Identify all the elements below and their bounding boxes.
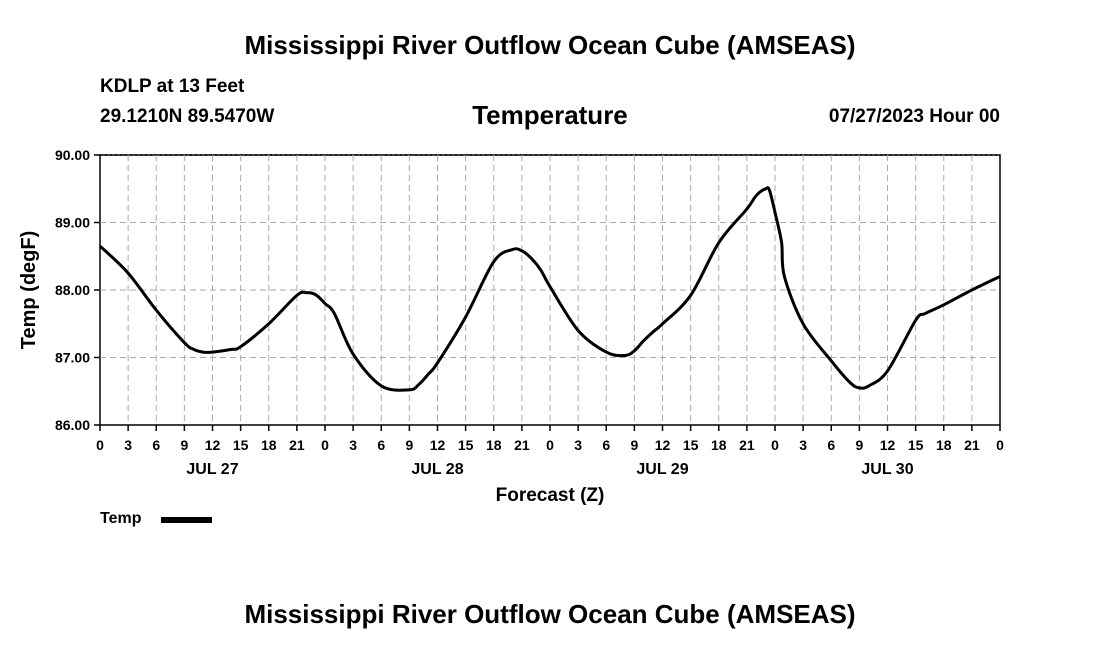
station-label: KDLP at 13 Feet (100, 76, 245, 97)
x-tick-label: 21 (964, 437, 980, 453)
x-tick-label: 15 (683, 437, 699, 453)
y-axis: 86.00 87.00 88.00 89.00 90.00 (55, 147, 100, 433)
legend-swatch (161, 517, 212, 523)
x-tick-label: 9 (180, 437, 188, 453)
x-tick-label: 0 (996, 437, 1004, 453)
x-tick-label: 15 (908, 437, 924, 453)
y-tick-label: 90.00 (55, 147, 90, 163)
y-tick-label: 88.00 (55, 282, 90, 298)
x-tick-label: 21 (514, 437, 530, 453)
x-tick-label: 0 (771, 437, 779, 453)
x-tick-label: 18 (261, 437, 277, 453)
chart-subtitle: Temperature (472, 100, 628, 130)
x-tick-label: 18 (936, 437, 952, 453)
forecast-datetime: 07/27/2023 Hour 00 (828, 106, 1000, 127)
series-line-temp (98, 186, 1001, 392)
y-tick-label: 86.00 (55, 417, 90, 433)
x-axis: 0 3 6 9 12 15 18 21 0 3 6 9 12 15 18 21 0 3 6 9 12 15 18 21 0 3 6 9… (96, 425, 1004, 478)
x-tick-label: 6 (827, 437, 835, 453)
x-tick-label: 0 (96, 437, 104, 453)
x-tick-label: 12 (430, 437, 446, 453)
y-tick-label: 89.00 (55, 215, 90, 231)
x-tick-label: 0 (546, 437, 554, 453)
grid (100, 154, 1000, 425)
coordinates-label: 29.1210N 89.5470W (100, 106, 275, 127)
series-layer (98, 186, 1001, 392)
day-label: JUL 28 (411, 461, 463, 478)
x-tick-label: 3 (349, 437, 357, 453)
x-tick-label: 15 (458, 437, 474, 453)
x-tick-label: 0 (321, 437, 329, 453)
x-tick-label: 3 (124, 437, 132, 453)
x-tick-label: 15 (233, 437, 249, 453)
x-axis-label: Forecast (Z) (496, 485, 605, 506)
day-label: JUL 29 (636, 461, 688, 478)
x-tick-label: 9 (630, 437, 638, 453)
y-axis-label: Temp (degF) (18, 231, 40, 350)
x-tick-label: 18 (486, 437, 502, 453)
x-tick-label: 6 (602, 437, 610, 453)
day-label: JUL 30 (861, 461, 913, 478)
day-label: JUL 27 (186, 461, 238, 478)
legend-label: Temp (100, 510, 142, 527)
x-tick-label: 6 (377, 437, 385, 453)
x-tick-label: 9 (405, 437, 413, 453)
x-tick-label: 9 (855, 437, 863, 453)
x-tick-label: 12 (655, 437, 671, 453)
x-tick-label: 6 (152, 437, 160, 453)
x-tick-label: 3 (799, 437, 807, 453)
x-tick-label: 12 (880, 437, 896, 453)
chart-title: Mississippi River Outflow Ocean Cube (AM… (244, 30, 856, 60)
x-tick-label: 21 (289, 437, 305, 453)
x-tick-label: 3 (574, 437, 582, 453)
x-tick-label: 18 (711, 437, 727, 453)
x-tick-label: 12 (205, 437, 221, 453)
x-tick-label: 21 (739, 437, 755, 453)
y-tick-label: 87.00 (55, 350, 90, 366)
footer-title: Mississippi River Outflow Ocean Cube (AM… (244, 599, 856, 629)
